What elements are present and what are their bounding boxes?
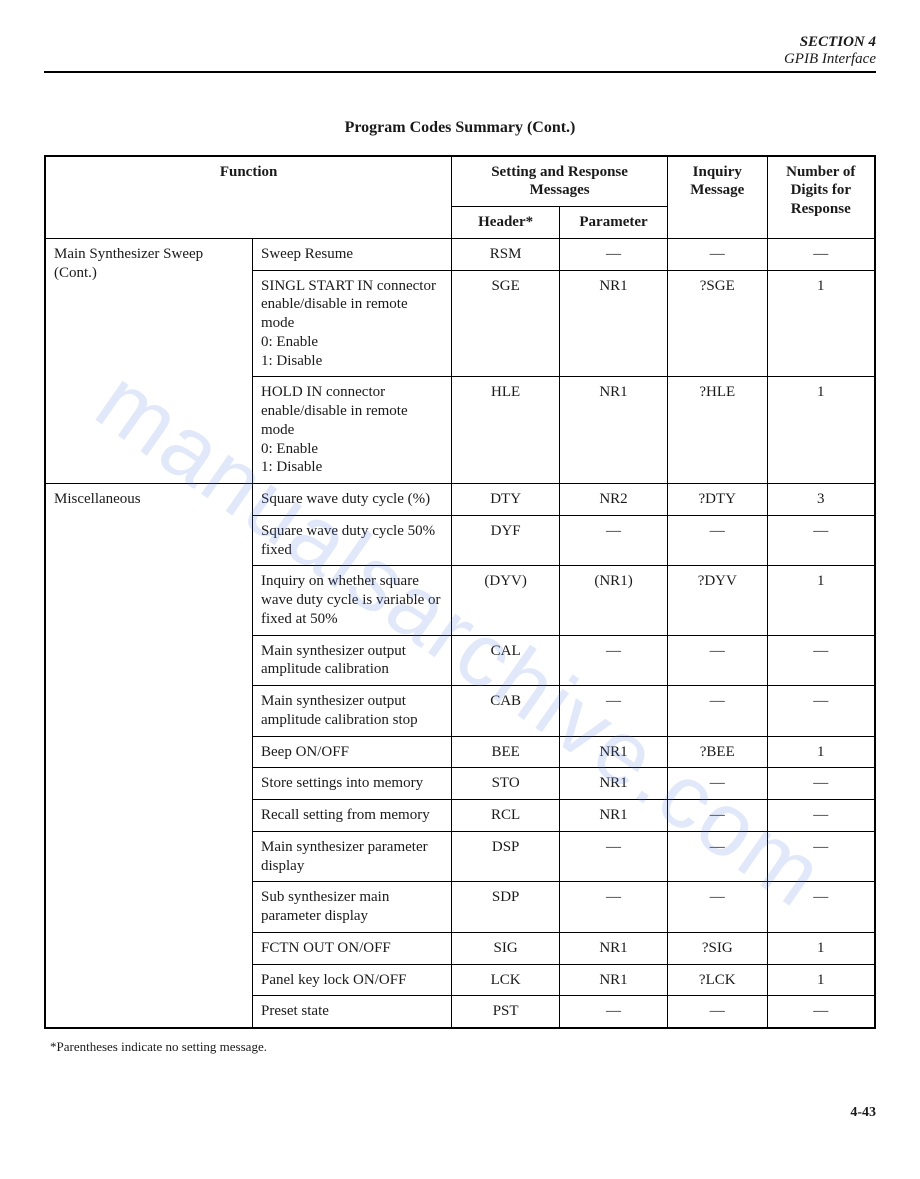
function-cell: Sweep Resume — [253, 238, 452, 270]
param-cell: NR1 — [560, 377, 668, 484]
header-cell: HLE — [452, 377, 560, 484]
inquiry-cell: — — [667, 635, 767, 686]
inquiry-cell: — — [667, 800, 767, 832]
header-cell: DYF — [452, 515, 560, 566]
function-cell: Recall setting from memory — [253, 800, 452, 832]
function-cell: Main synthesizer parameter display — [253, 831, 452, 882]
digits-cell: — — [767, 686, 875, 737]
inquiry-cell: ?DYV — [667, 566, 767, 635]
param-cell: NR1 — [560, 768, 668, 800]
inquiry-cell: ?SGE — [667, 270, 767, 377]
inquiry-cell: ?BEE — [667, 736, 767, 768]
param-cell: — — [560, 882, 668, 933]
header-cell: LCK — [452, 964, 560, 996]
param-cell: — — [560, 515, 668, 566]
page-title: Program Codes Summary (Cont.) — [44, 119, 876, 137]
digits-cell: 1 — [767, 566, 875, 635]
digits-cell: — — [767, 515, 875, 566]
param-cell: — — [560, 635, 668, 686]
footnote: *Parentheses indicate no setting message… — [50, 1039, 876, 1055]
header-cell: BEE — [452, 736, 560, 768]
param-cell: — — [560, 686, 668, 737]
digits-cell: 1 — [767, 377, 875, 484]
table-body: Main Synthesizer Sweep (Cont.)Sweep Resu… — [45, 238, 875, 1028]
section-label: SECTION 4 — [44, 34, 876, 51]
param-cell: NR1 — [560, 270, 668, 377]
digits-cell: — — [767, 238, 875, 270]
digits-cell: 1 — [767, 270, 875, 377]
header-cell: DSP — [452, 831, 560, 882]
header-cell: CAB — [452, 686, 560, 737]
header-cell: RSM — [452, 238, 560, 270]
header-cell: CAL — [452, 635, 560, 686]
function-cell: Store settings into memory — [253, 768, 452, 800]
digits-cell: — — [767, 882, 875, 933]
digits-cell: — — [767, 831, 875, 882]
table-row: Main Synthesizer Sweep (Cont.)Sweep Resu… — [45, 238, 875, 270]
category-cell: Main Synthesizer Sweep (Cont.) — [45, 238, 253, 483]
function-cell: Square wave duty cycle (%) — [253, 484, 452, 516]
inquiry-cell: — — [667, 238, 767, 270]
param-cell: (NR1) — [560, 566, 668, 635]
header-cell: SIG — [452, 932, 560, 964]
header-cell: (DYV) — [452, 566, 560, 635]
function-cell: SINGL START IN connector enable/disable … — [253, 270, 452, 377]
digits-cell: 1 — [767, 736, 875, 768]
function-cell: Main synthesizer output amplitude calibr… — [253, 686, 452, 737]
function-cell: Inquiry on whether square wave duty cycl… — [253, 566, 452, 635]
header-cell: SDP — [452, 882, 560, 933]
digits-cell: — — [767, 996, 875, 1028]
inquiry-cell: — — [667, 996, 767, 1028]
param-cell: NR1 — [560, 932, 668, 964]
param-cell: NR1 — [560, 964, 668, 996]
function-cell: Beep ON/OFF — [253, 736, 452, 768]
col-header: Header* — [452, 207, 560, 239]
digits-cell: — — [767, 800, 875, 832]
table-row: MiscellaneousSquare wave duty cycle (%)D… — [45, 484, 875, 516]
col-function: Function — [45, 156, 452, 239]
category-cell: Miscellaneous — [45, 484, 253, 1029]
col-digits: Number of Digits for Response — [767, 156, 875, 239]
codes-table: Function Setting and Response Messages I… — [44, 155, 876, 1030]
inquiry-cell: ?SIG — [667, 932, 767, 964]
inquiry-cell: — — [667, 768, 767, 800]
param-cell: — — [560, 831, 668, 882]
digits-cell: — — [767, 635, 875, 686]
function-cell: Sub synthesizer main parameter display — [253, 882, 452, 933]
function-cell: Square wave duty cycle 50% fixed — [253, 515, 452, 566]
function-cell: HOLD IN connector enable/disable in remo… — [253, 377, 452, 484]
digits-cell: — — [767, 768, 875, 800]
param-cell: NR1 — [560, 800, 668, 832]
digits-cell: 3 — [767, 484, 875, 516]
digits-cell: 1 — [767, 964, 875, 996]
digits-cell: 1 — [767, 932, 875, 964]
col-inquiry: Inquiry Message — [667, 156, 767, 239]
inquiry-cell: ?HLE — [667, 377, 767, 484]
inquiry-cell: ?DTY — [667, 484, 767, 516]
inquiry-cell: ?LCK — [667, 964, 767, 996]
inquiry-cell: — — [667, 515, 767, 566]
section-subtitle: GPIB Interface — [44, 51, 876, 68]
header-cell: RCL — [452, 800, 560, 832]
function-cell: Panel key lock ON/OFF — [253, 964, 452, 996]
param-cell: NR1 — [560, 736, 668, 768]
header-cell: STO — [452, 768, 560, 800]
header-cell: PST — [452, 996, 560, 1028]
header-cell: DTY — [452, 484, 560, 516]
running-head: SECTION 4 GPIB Interface — [44, 34, 876, 73]
param-cell: — — [560, 996, 668, 1028]
col-parameter: Parameter — [560, 207, 668, 239]
inquiry-cell: — — [667, 831, 767, 882]
header-cell: SGE — [452, 270, 560, 377]
table-head: Function Setting and Response Messages I… — [45, 156, 875, 239]
col-group-setting: Setting and Response Messages — [452, 156, 668, 207]
param-cell: — — [560, 238, 668, 270]
page-number: 4-43 — [44, 1105, 876, 1121]
function-cell: FCTN OUT ON/OFF — [253, 932, 452, 964]
function-cell: Main synthesizer output amplitude calibr… — [253, 635, 452, 686]
function-cell: Preset state — [253, 996, 452, 1028]
param-cell: NR2 — [560, 484, 668, 516]
inquiry-cell: — — [667, 686, 767, 737]
inquiry-cell: — — [667, 882, 767, 933]
